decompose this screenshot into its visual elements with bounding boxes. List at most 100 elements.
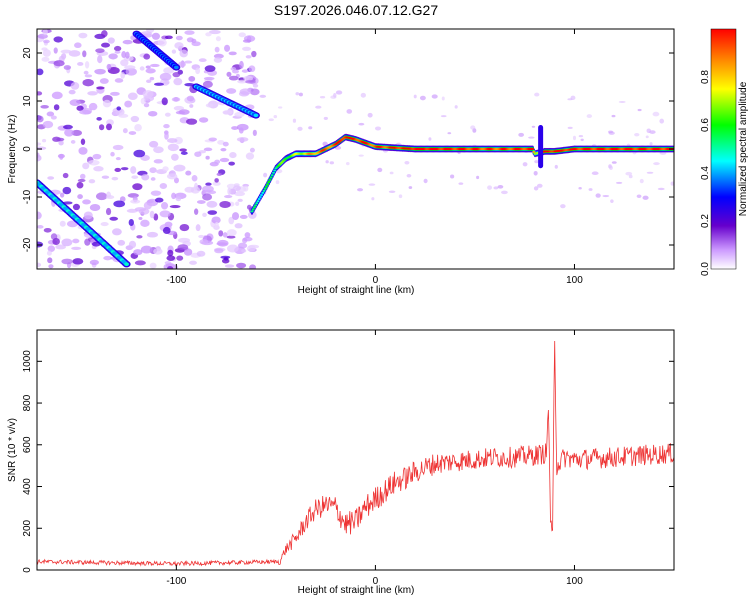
spectrogram-xtick-label: 100 bbox=[566, 275, 583, 286]
spectrogram-noise-blob bbox=[76, 105, 84, 111]
spectrogram-noise-blob bbox=[175, 110, 186, 115]
spectrogram-noise-blob bbox=[114, 167, 122, 173]
spectrogram-noise-blob bbox=[231, 126, 239, 130]
spectrogram-noise-blob bbox=[413, 94, 417, 99]
spectrogram-noise-blob bbox=[62, 186, 72, 195]
spectrogram-noise-blob bbox=[198, 234, 205, 239]
spectrogram-noise-blob bbox=[625, 171, 633, 176]
spectrogram-noise-blob bbox=[184, 186, 195, 193]
spectrogram-noise-blob bbox=[41, 47, 48, 51]
spectrogram-noise-blob bbox=[335, 90, 343, 95]
spectrogram-noise-blob bbox=[329, 161, 335, 165]
spectrogram-ytick-label: 10 bbox=[22, 95, 33, 107]
spectrogram-noise-blob bbox=[346, 109, 353, 114]
spectrogram-noise-blob bbox=[113, 45, 122, 52]
spectrogram-noise-blob bbox=[82, 50, 87, 58]
spectrogram-noise-blob bbox=[591, 171, 599, 176]
spectrogram-ridge-point bbox=[268, 178, 272, 181]
spectrogram-noise-blob bbox=[653, 162, 660, 166]
spectrogram-noise-blob bbox=[84, 61, 90, 69]
spectrogram-ridge-point bbox=[258, 196, 262, 198]
spectrogram-noise-blob bbox=[567, 98, 573, 101]
spectrogram-noise-blob bbox=[120, 167, 129, 171]
spectrogram-noise-blob bbox=[127, 92, 138, 100]
spectrogram-noise-blob bbox=[162, 166, 169, 172]
spectrogram-noise-blob bbox=[173, 164, 186, 172]
spectrogram-noise-blob bbox=[389, 171, 394, 175]
spectrogram-noise-blob bbox=[226, 244, 239, 253]
spectrogram-noise-blob bbox=[47, 176, 55, 180]
spectrogram-noise-blob bbox=[146, 79, 152, 84]
spectrogram-noise-blob bbox=[76, 181, 84, 189]
spectrogram-noise-blob bbox=[194, 182, 199, 191]
colorbar-tick-label: 0.0 bbox=[700, 262, 711, 276]
spectrogram-noise-blob bbox=[134, 123, 142, 132]
spectrogram-noise-blob bbox=[175, 196, 182, 202]
spectrogram-noise-blob bbox=[130, 166, 137, 174]
colorbar-tick-label: 0.4 bbox=[700, 166, 711, 180]
spectrogram-noise-blob bbox=[578, 135, 584, 138]
spectrogram-noise-blob bbox=[42, 138, 47, 143]
spectrogram-noise-blob bbox=[238, 32, 246, 38]
spectrogram-noise-blob bbox=[124, 65, 136, 70]
spectrogram-noise-blob bbox=[140, 219, 150, 227]
spectrogram-noise-blob bbox=[214, 46, 220, 53]
spectrogram-noise-blob bbox=[72, 238, 80, 244]
spectrogram-noise-blob bbox=[175, 35, 183, 41]
spectrogram-noise-blob bbox=[189, 104, 194, 108]
spectrogram-noise-blob bbox=[110, 91, 120, 96]
spectrogram-noise-blob bbox=[108, 53, 118, 60]
spectrogram-noise-blob bbox=[139, 66, 145, 71]
spectrogram-noise-blob bbox=[37, 91, 43, 96]
spectrogram-noise-blob bbox=[37, 262, 42, 268]
spectrogram-noise-blob bbox=[42, 49, 51, 57]
spectrogram-noise-blob bbox=[357, 188, 364, 192]
spectrogram-noise-blob bbox=[77, 194, 83, 200]
spectrogram-noise-blob bbox=[204, 65, 216, 72]
spectrogram-noise-blob bbox=[252, 129, 257, 137]
spectrogram-noise-blob bbox=[226, 229, 237, 237]
spectrogram-noise-blob bbox=[143, 103, 150, 108]
spectrogram-noise-blob bbox=[233, 185, 241, 191]
spectrogram-noise-blob bbox=[322, 141, 328, 147]
spectrogram-noise-blob bbox=[198, 117, 209, 123]
spectrogram-noise-blob bbox=[226, 235, 236, 239]
spectrogram-noise-blob bbox=[242, 39, 252, 43]
spectrogram-noise-blob bbox=[239, 88, 252, 95]
spectrogram-noise-blob bbox=[226, 88, 237, 94]
spectrogram-ridge-point bbox=[271, 171, 275, 174]
spectrogram-noise-blob bbox=[42, 29, 48, 36]
spectrogram-noise-blob bbox=[259, 94, 267, 98]
spectrogram-noise-blob bbox=[493, 186, 499, 190]
spectrogram-noise-blob bbox=[87, 159, 100, 166]
snr-xtick-label: 0 bbox=[373, 576, 379, 587]
spectrogram-noise-blob bbox=[234, 111, 245, 118]
colorbar-label: Normalized spectral amplitude bbox=[738, 81, 749, 216]
spectrogram-ridge-point bbox=[532, 150, 536, 153]
spectrogram-noise-blob bbox=[195, 224, 201, 232]
spectrogram-noise-blob bbox=[37, 142, 42, 146]
spectrogram-noise-blob bbox=[48, 264, 54, 269]
spectrogram-ridge-point bbox=[267, 181, 271, 184]
spectrogram-noise-blob bbox=[196, 200, 206, 204]
spectrogram-noise-blob bbox=[652, 111, 660, 117]
spectrogram-noise-blob bbox=[298, 92, 303, 97]
spectrogram-noise-blob bbox=[229, 151, 237, 159]
spectrogram-noise-blob bbox=[208, 29, 221, 35]
spectrogram-xtick-label: 0 bbox=[373, 275, 379, 286]
spectrogram-noise-blob bbox=[184, 60, 193, 64]
spectrogram-noise-blob bbox=[404, 161, 410, 165]
spectrogram-noise-blob bbox=[159, 210, 171, 218]
colorbar: 0.0 0.2 0.4 0.6 0.8 Normalized spectral ampl… bbox=[700, 28, 749, 276]
spectrogram-noise-blob bbox=[377, 167, 383, 173]
spectrogram-track-point bbox=[173, 65, 179, 70]
spectrogram-noise-blob bbox=[171, 97, 181, 102]
spectrogram-noise-blob bbox=[140, 31, 152, 36]
spectrogram-noise-blob bbox=[120, 71, 126, 79]
spectrogram-noise-blob bbox=[157, 38, 167, 47]
spectrogram-noise-blob bbox=[84, 74, 93, 78]
spectrogram-noise-blob bbox=[37, 241, 44, 248]
spectrogram-noise-blob bbox=[295, 92, 300, 96]
spectrogram-noise-blob bbox=[37, 115, 44, 123]
spectrogram-noise-blob bbox=[120, 59, 129, 67]
